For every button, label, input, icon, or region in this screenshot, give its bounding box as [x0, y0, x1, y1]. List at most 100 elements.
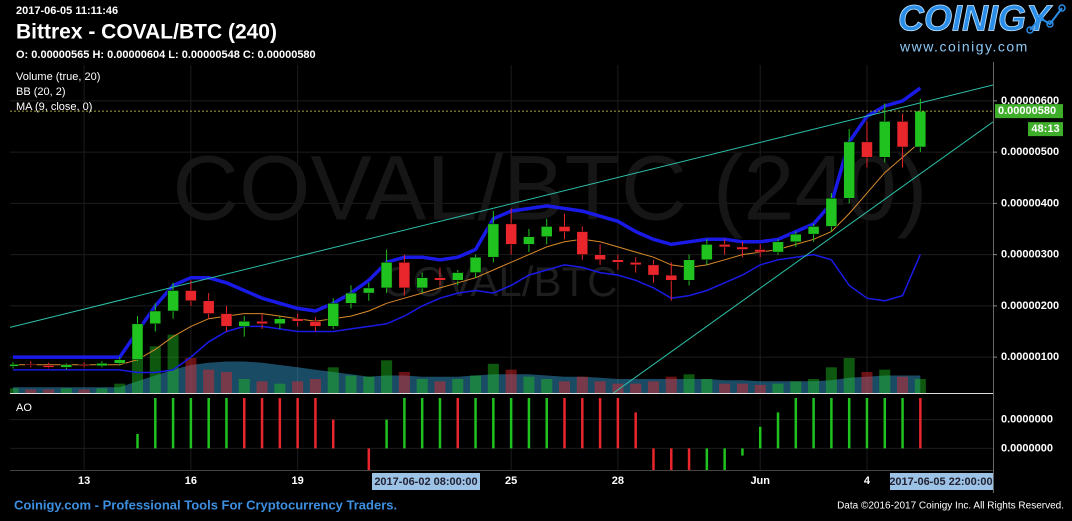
- volume-bar: [238, 379, 250, 393]
- countdown-box: [1028, 122, 1063, 137]
- volume-bar: [43, 389, 55, 393]
- y-tick-label: 0.00000300: [1001, 249, 1059, 261]
- price-label-box: [995, 104, 1063, 119]
- volume-bar: [612, 383, 624, 393]
- x-tick-label: 28: [612, 475, 624, 487]
- watermark: COVAL/BTC (240): [173, 137, 928, 239]
- candle-body: [274, 318, 286, 325]
- candle-body: [807, 226, 820, 235]
- y-tick-label: 0.00000100: [1001, 351, 1059, 363]
- volume-bar: [487, 363, 499, 393]
- volume-bar: [772, 383, 784, 393]
- candle-body: [113, 359, 126, 364]
- logo-icon: [1029, 7, 1063, 31]
- volume-bar: [647, 381, 659, 393]
- ma-line: [13, 141, 921, 366]
- timestamp: 2017-06-05 11:11:46: [16, 5, 118, 17]
- volume-bar: [861, 372, 873, 393]
- candle-body: [612, 259, 624, 263]
- candle-body: [167, 290, 179, 312]
- candle-body: [825, 198, 838, 227]
- footer-left: Coinigy.com - Professional Tools For Cry…: [14, 497, 397, 512]
- volume-bar: [149, 346, 161, 393]
- volume-bar: [897, 376, 909, 393]
- candle-body: [220, 313, 233, 327]
- y-tick-label: 0.00000400: [1001, 197, 1059, 209]
- footer-right: Data ©2016-2017 Coinigy Inc. All Rights …: [837, 501, 1064, 512]
- volume-bar: [381, 360, 393, 393]
- x-tick-label: 19: [292, 475, 304, 487]
- volume-bar: [630, 383, 642, 393]
- candle-body: [131, 323, 144, 360]
- crosshair-box: [890, 473, 993, 490]
- volume-bar: [274, 383, 286, 393]
- volume-bar: [60, 388, 72, 393]
- trend-line: [613, 121, 993, 393]
- candle-body: [772, 241, 784, 253]
- candle-body: [24, 364, 37, 366]
- price-label: 0.00000580: [998, 105, 1056, 117]
- logo-url: www.coinigy.com: [899, 39, 1029, 55]
- countdown: 48:13: [1031, 123, 1059, 135]
- candle-body: [683, 259, 695, 281]
- volume-bar: [78, 389, 90, 393]
- volume-bar: [167, 334, 179, 393]
- volume-bar: [754, 384, 766, 393]
- volume-bar: [416, 379, 428, 393]
- volume-bar: [523, 376, 535, 393]
- candle-body: [78, 364, 90, 367]
- candle-body: [523, 236, 535, 245]
- candle-body: [647, 264, 660, 276]
- y-tick-label: 0.00000600: [1001, 95, 1059, 107]
- candle-body: [914, 110, 927, 148]
- logo-icon: [1058, 4, 1066, 12]
- candle-body: [487, 223, 500, 258]
- volume-bar: [292, 381, 304, 393]
- candle-body: [843, 141, 855, 199]
- candle-body: [416, 277, 428, 289]
- indicator-label: MA (9, close, 0): [16, 101, 92, 113]
- candle-body: [540, 226, 553, 237]
- volume-bar: [185, 358, 197, 393]
- volume-bar: [398, 372, 410, 393]
- candle-body: [469, 256, 482, 273]
- volume-bar: [309, 379, 321, 393]
- volume-bar: [594, 381, 606, 393]
- candle-body: [256, 321, 268, 325]
- volume-bar: [434, 381, 446, 393]
- candle-body: [149, 310, 162, 325]
- candle-body: [594, 254, 606, 260]
- crosshair-label: 2017-06-05 22:00:00: [889, 476, 992, 488]
- candle-body: [434, 277, 446, 281]
- volume-bar: [25, 389, 37, 393]
- volume-bar: [790, 381, 802, 393]
- trend-line: [10, 84, 993, 328]
- volume-bar: [825, 367, 837, 393]
- candle-body: [291, 318, 304, 322]
- bb-lower-line: [13, 253, 921, 374]
- price-panel: [10, 84, 993, 393]
- ohlc-readout: O: 0.00000565 H: 0.00000604 L: 0.0000054…: [16, 49, 316, 61]
- ao-panel: [136, 398, 922, 470]
- candle-body: [42, 365, 55, 368]
- volume-bar: [505, 369, 517, 393]
- y-tick-label: 0.00000500: [1001, 146, 1059, 158]
- y-tick-label: 0.00000200: [1001, 300, 1059, 312]
- volume-bar: [558, 381, 571, 393]
- volume-bar: [327, 367, 339, 393]
- volume-bar: [808, 379, 820, 393]
- volume-bar: [131, 340, 144, 393]
- candle-body: [754, 249, 766, 253]
- volume-bar: [914, 379, 926, 393]
- volume-bar: [736, 383, 748, 393]
- x-tick-label: 4: [864, 475, 871, 487]
- logo-icon: [1046, 20, 1054, 28]
- candle-body: [629, 262, 642, 266]
- candle-body: [327, 303, 339, 327]
- candle-body: [10, 364, 19, 367]
- ao-title: AO: [16, 402, 32, 414]
- candle-body: [96, 363, 108, 367]
- volume-bar: [220, 372, 232, 393]
- volume-bar: [683, 374, 695, 393]
